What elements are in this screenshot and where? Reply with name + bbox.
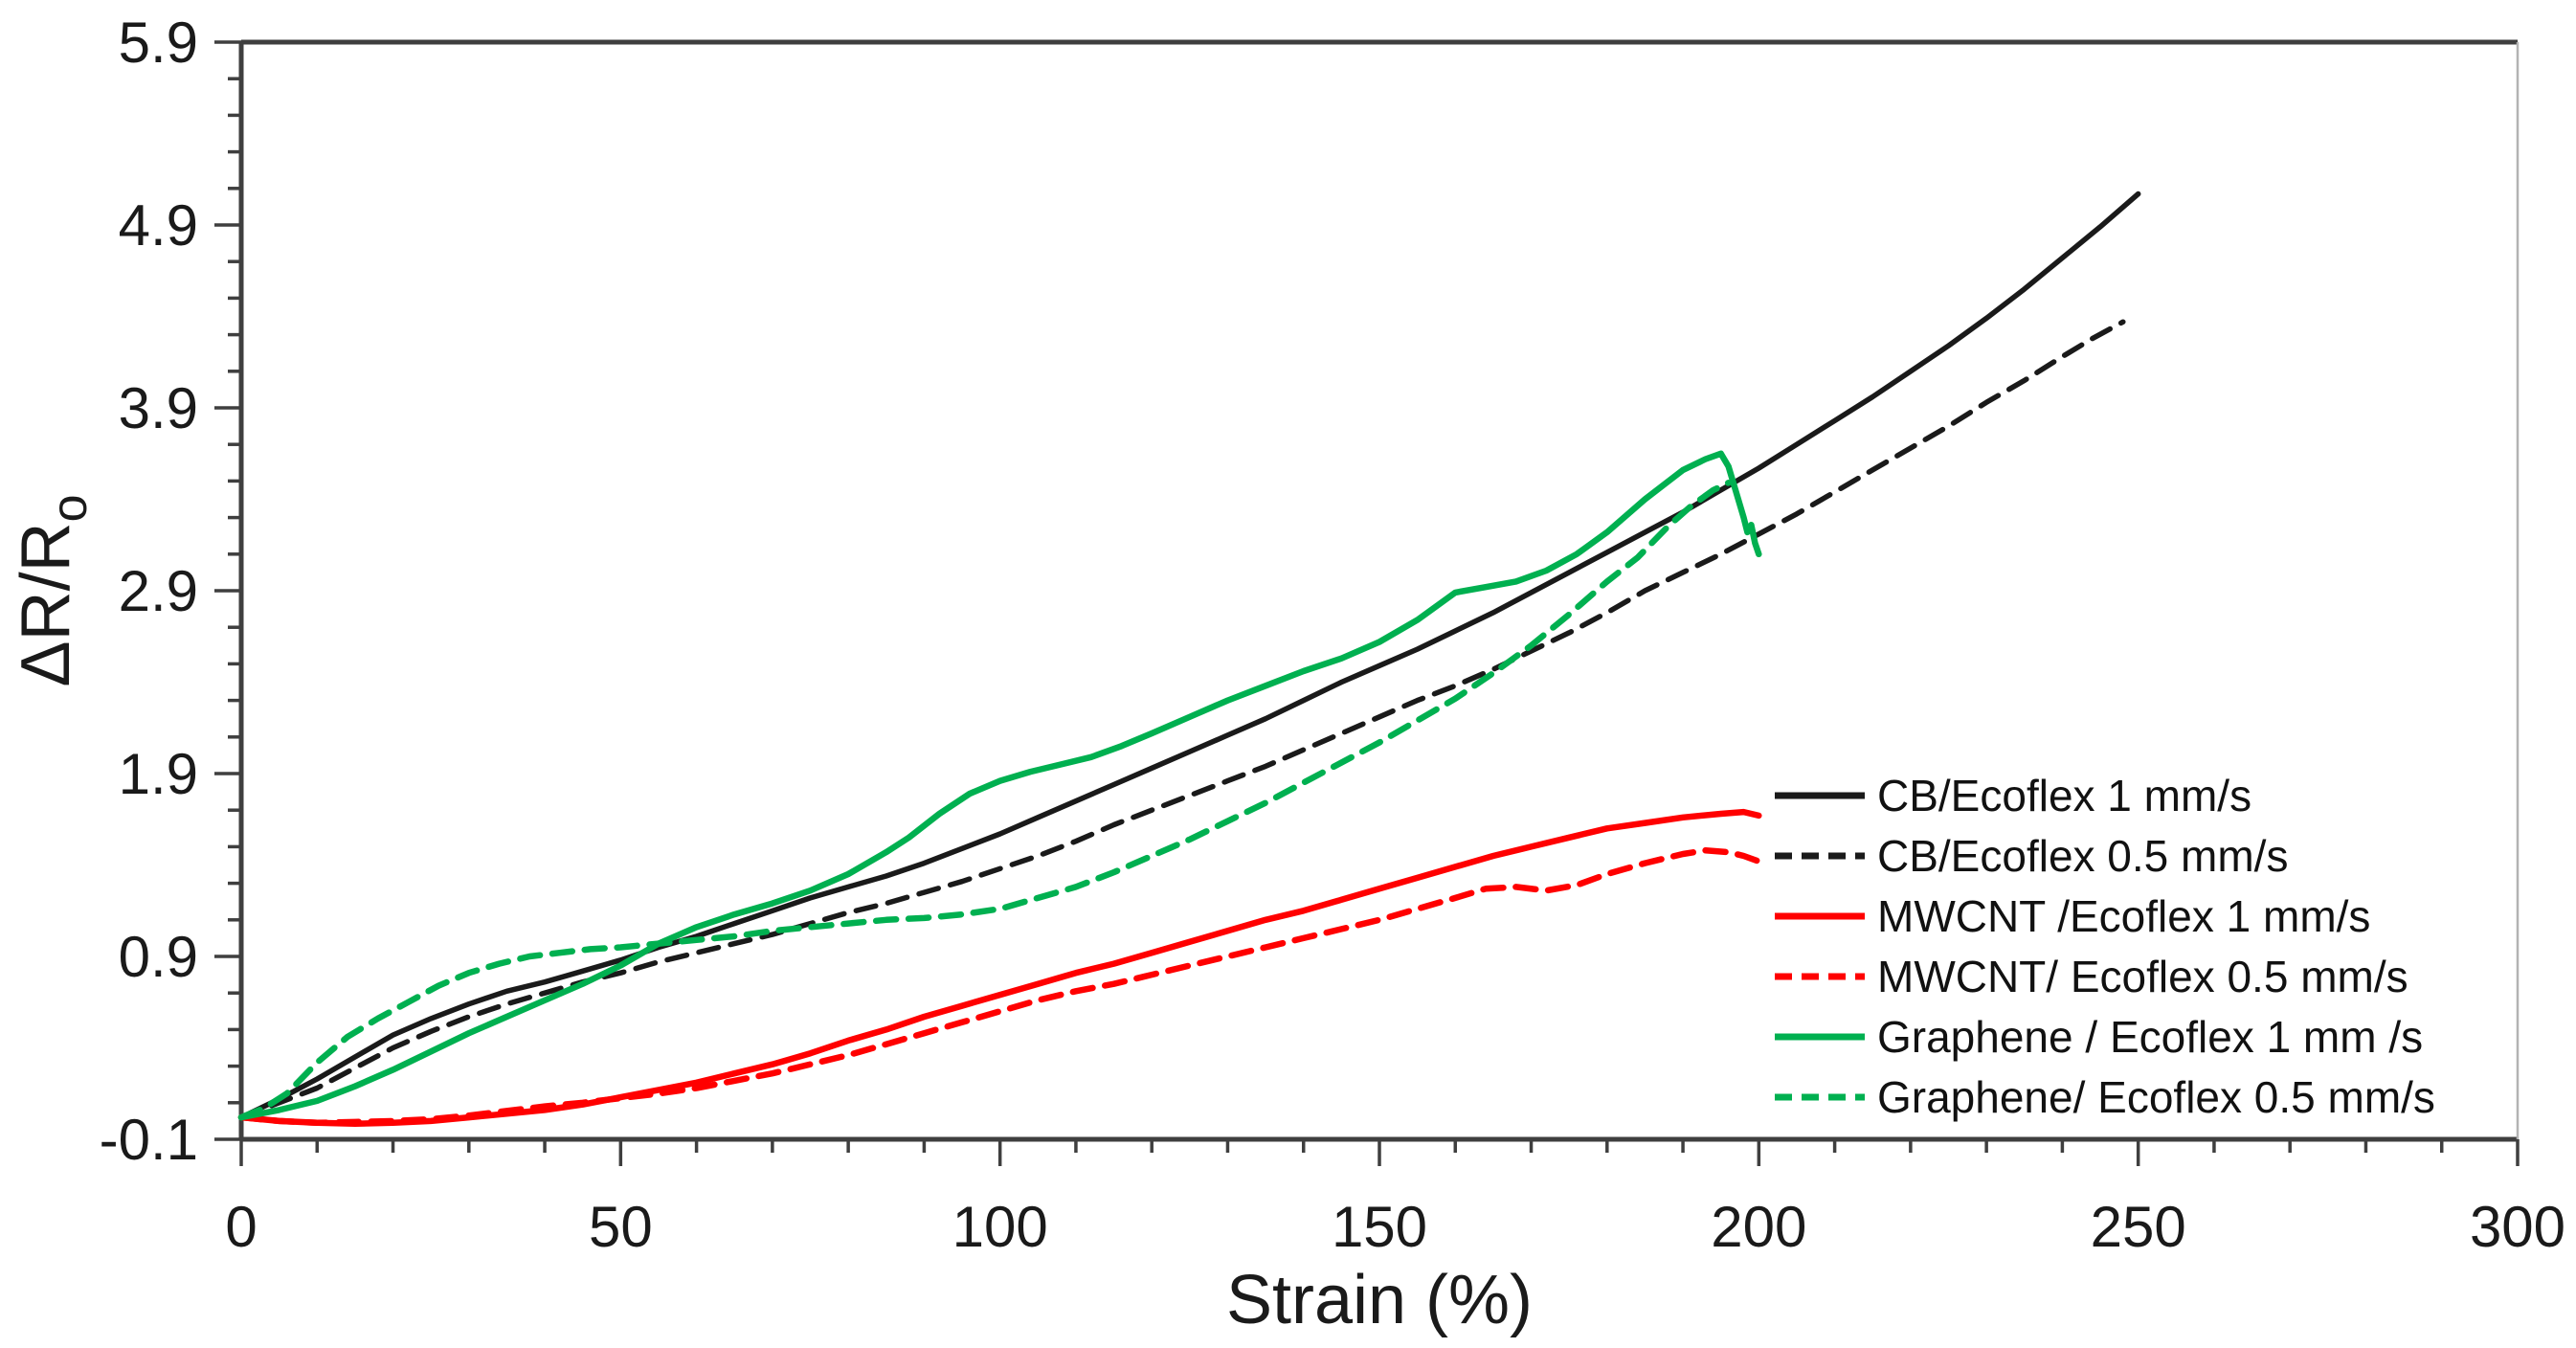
series-line-graphene-ecoflex-1-mm-s (237, 450, 1762, 1121)
y-tick-label: 3.9 (119, 376, 198, 440)
legend-item: Graphene / Ecoflex 1 mm /s (1774, 1006, 2435, 1067)
x-tick-label: 250 (2091, 1195, 2186, 1259)
legend-swatch-dashed (1775, 973, 1865, 979)
x-tick-label: 100 (952, 1195, 1048, 1259)
legend-item: CB/Ecoflex 1 mm/s (1774, 765, 2435, 825)
y-tick-label: 0.9 (119, 925, 198, 989)
x-tick-label: 200 (1711, 1195, 1806, 1259)
x-tick-label: 0 (225, 1195, 257, 1259)
series-line-cb-ecoflex-1-mm-s (238, 191, 2141, 1120)
legend-swatch-solid (1775, 1033, 1865, 1040)
legend-swatch-solid (1775, 912, 1865, 919)
legend-label: MWCNT /Ecoflex 1 mm/s (1877, 890, 2371, 941)
data-series (237, 191, 2141, 1128)
series-line-mwcnt-ecoflex-0-5-mm-s (237, 846, 1762, 1127)
y-tick-label: -0.1 (100, 1108, 198, 1172)
series-line-graphene-ecoflex-0-5-mm-s (237, 480, 1732, 1121)
legend-swatch-dashed (1775, 1093, 1865, 1100)
legend-label: CB/Ecoflex 1 mm/s (1877, 770, 2252, 820)
legend-item: MWCNT /Ecoflex 1 mm/s (1774, 886, 2435, 946)
y-tick-label: 5.9 (119, 11, 198, 75)
legend-item: MWCNT/ Ecoflex 0.5 mm/s (1774, 946, 2435, 1006)
series-line-cb-ecoflex-0-5-mm-s (238, 319, 2126, 1120)
y-axis-title-subscript: o (42, 494, 98, 522)
series-line-mwcnt-ecoflex-1-mm-s (237, 808, 1762, 1128)
axis-ticks: 0 50 100 150 200 250 300 -0.1 0.9 1.9 2.9 3.9 4.9 5.9 (100, 11, 2565, 1259)
legend-label: Graphene/ Ecoflex 0.5 mm/s (1877, 1071, 2435, 1122)
legend-swatch-dashed (1775, 852, 1865, 859)
legend-item: Graphene/ Ecoflex 0.5 mm/s (1774, 1067, 2435, 1127)
x-tick-label: 300 (2470, 1195, 2565, 1259)
y-axis-title: ΔR/Ro (8, 494, 98, 686)
legend-label: Graphene / Ecoflex 1 mm /s (1877, 1011, 2424, 1062)
y-tick-label: 1.9 (119, 742, 198, 806)
y-axis-title-main: ΔR/R (8, 522, 84, 686)
x-tick-label: 150 (1332, 1195, 1427, 1259)
y-tick-label: 2.9 (119, 559, 198, 623)
y-tick-label: 4.9 (119, 193, 198, 258)
legend-swatch-solid (1775, 792, 1865, 798)
legend-label: CB/Ecoflex 0.5 mm/s (1877, 830, 2289, 881)
legend: CB/Ecoflex 1 mm/s CB/Ecoflex 0.5 mm/s MWCN… (1774, 765, 2435, 1127)
x-tick-label: 50 (589, 1195, 653, 1259)
legend-label: MWCNT/ Ecoflex 0.5 mm/s (1877, 951, 2408, 1001)
legend-item: CB/Ecoflex 0.5 mm/s (1774, 825, 2435, 886)
x-axis-title: Strain (%) (1226, 1262, 1533, 1338)
